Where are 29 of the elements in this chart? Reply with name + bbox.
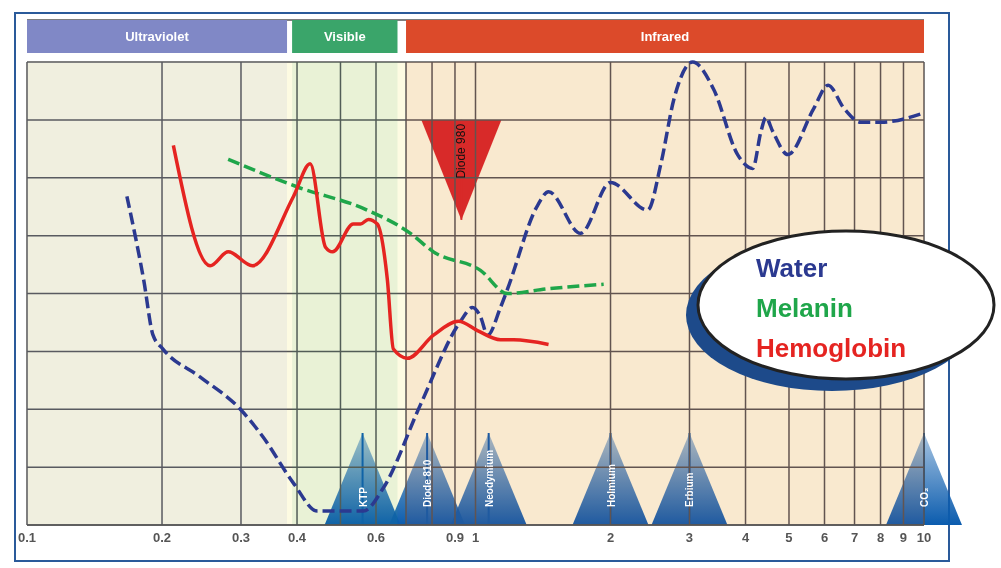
band-label: Ultraviolet bbox=[125, 29, 190, 45]
x-tick-label: 5 bbox=[785, 530, 793, 546]
ref-line-label: CO₂ bbox=[919, 487, 930, 507]
ref-line-label: Erbium bbox=[684, 472, 696, 507]
x-tick-label: 9 bbox=[899, 530, 908, 546]
x-tick-label: 0.4 bbox=[287, 530, 307, 546]
x-tick-label: 0.1 bbox=[17, 530, 37, 546]
band-label: Visible bbox=[323, 29, 366, 45]
text: Hemoglobin bbox=[756, 333, 907, 363]
x-tick-label: 0.3 bbox=[231, 530, 251, 546]
band-label: Infrared bbox=[640, 29, 690, 45]
x-tick-label: 4 bbox=[741, 530, 750, 546]
x-tick-label: 7 bbox=[850, 530, 859, 546]
ref-line-label: Diode 810 bbox=[422, 459, 434, 507]
x-tick-label: 2 bbox=[606, 530, 615, 546]
x-tick-label: 0.2 bbox=[152, 530, 172, 546]
text: Water bbox=[756, 253, 828, 283]
ref-line-label: Holmium bbox=[605, 464, 617, 507]
ref-line-label: KTP bbox=[357, 486, 369, 507]
x-tick-label: 6 bbox=[820, 530, 829, 546]
x-tick-label: 10 bbox=[916, 530, 932, 546]
x-tick-label: 8 bbox=[876, 530, 885, 546]
x-tick-label: 0.6 bbox=[366, 530, 386, 546]
ref-line-label: Diode 980 bbox=[454, 123, 469, 179]
x-tick-label: 0.9 bbox=[445, 530, 465, 546]
ref-line-label: Neodymium bbox=[483, 449, 495, 507]
x-tick-label: 1 bbox=[471, 530, 480, 546]
text: Melanin bbox=[756, 293, 853, 323]
x-tick-label: 3 bbox=[685, 530, 694, 546]
